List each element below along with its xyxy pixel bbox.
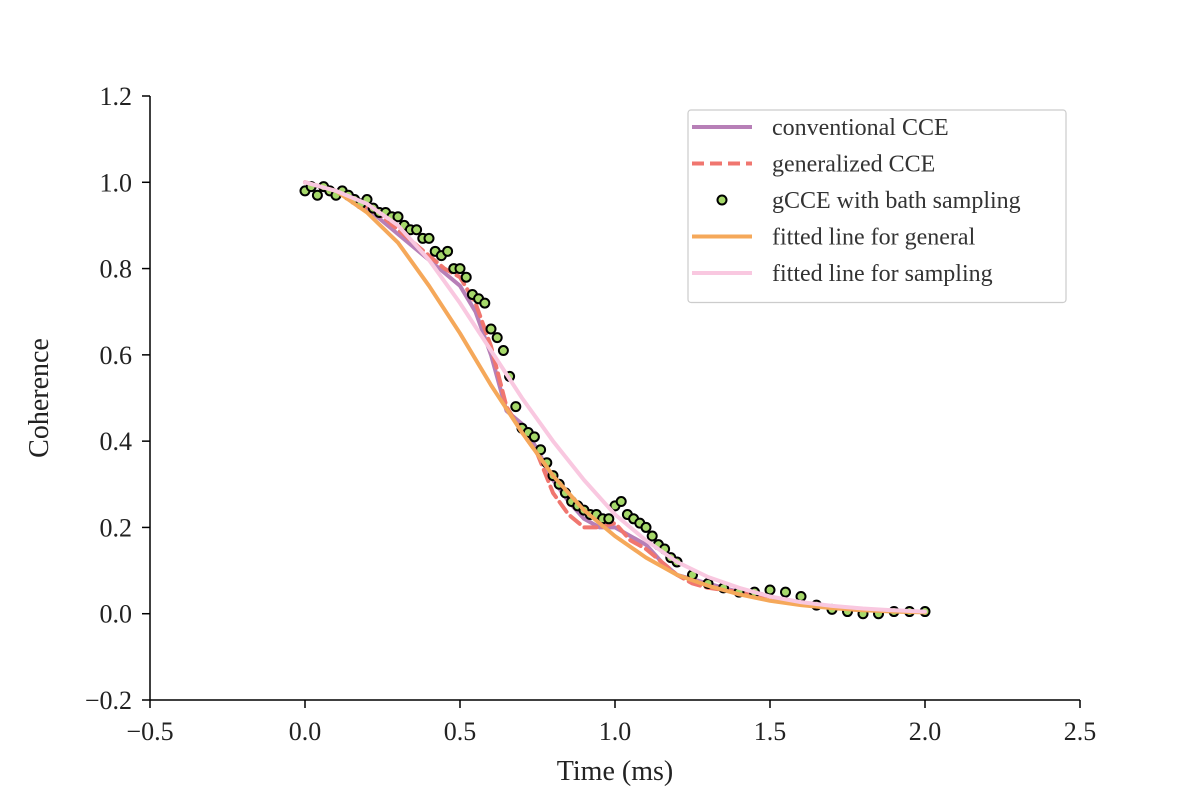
legend-label: fitted line for sampling — [772, 261, 993, 287]
data-point — [423, 232, 435, 244]
x-ticks: −0.5 0.0 0.5 1.0 1.5 2.0 2.5 — [126, 700, 1096, 746]
x-tick-label: 2.0 — [909, 717, 942, 746]
data-point — [479, 297, 491, 309]
y-axis-label: Coherence — [24, 338, 55, 458]
legend-items: conventional CCE generalized CCE gCCE with… — [692, 115, 1021, 287]
legend-item: generalized CCE — [692, 152, 935, 178]
data-point — [442, 245, 454, 257]
legend-item: fitted line for general — [692, 225, 976, 251]
x-tick-label: 1.5 — [754, 717, 787, 746]
x-axis-label: Time (ms) — [557, 756, 673, 787]
y-tick-label: 1.0 — [100, 168, 133, 197]
y-tick-label: 0.6 — [100, 341, 133, 370]
data-point — [640, 521, 652, 533]
legend-item: fitted line for sampling — [692, 261, 993, 287]
x-tick-label: −0.5 — [126, 717, 173, 746]
legend-box — [687, 109, 1067, 304]
legend-label: conventional CCE — [772, 115, 949, 141]
data-point — [485, 323, 497, 335]
data-point — [454, 263, 466, 275]
y-tick-label: 0.8 — [100, 255, 133, 284]
legend-item: gCCE with bath sampling — [716, 188, 1021, 214]
data-point — [411, 224, 423, 236]
y-tick-label: −0.2 — [85, 686, 132, 715]
legend-label: fitted line for general — [772, 225, 976, 251]
data-point — [497, 345, 509, 357]
legend-label: gCCE with bath sampling — [772, 188, 1021, 214]
x-tick-label: 0.5 — [444, 717, 477, 746]
legend: conventional CCE generalized CCE gCCE with… — [687, 109, 1067, 304]
x-tick-label: 2.5 — [1064, 717, 1097, 746]
series-layer — [299, 180, 931, 620]
legend-label: generalized CCE — [772, 152, 935, 178]
y-tick-label: 0.0 — [100, 600, 133, 629]
data-point — [764, 584, 776, 596]
axes-layer: −0.5 0.0 0.5 1.0 1.5 2.0 2.5 −0.2 0.0 0.2 0.4 0.6 0… — [24, 82, 1096, 787]
y-tick-label: 0.2 — [100, 513, 133, 542]
data-point — [392, 211, 404, 223]
y-tick-label: 0.4 — [100, 427, 133, 456]
legend-marker — [716, 194, 728, 206]
data-point — [510, 401, 522, 413]
data-point — [615, 496, 627, 508]
data-point — [311, 189, 323, 201]
series-line-3 — [303, 180, 927, 615]
data-point — [528, 431, 540, 443]
x-tick-label: 1.0 — [599, 717, 632, 746]
y-tick-label: 1.2 — [100, 82, 133, 111]
data-point — [780, 586, 791, 598]
y-ticks: −0.2 0.0 0.2 0.4 0.6 0.8 1.0 1.2 — [85, 82, 150, 715]
legend-item: conventional CCE — [692, 115, 949, 141]
x-tick-label: 0.0 — [289, 717, 322, 746]
data-point — [491, 332, 503, 344]
data-point — [603, 513, 615, 525]
series-line-4 — [303, 180, 927, 614]
data-point — [460, 271, 472, 283]
data-point — [646, 530, 658, 542]
